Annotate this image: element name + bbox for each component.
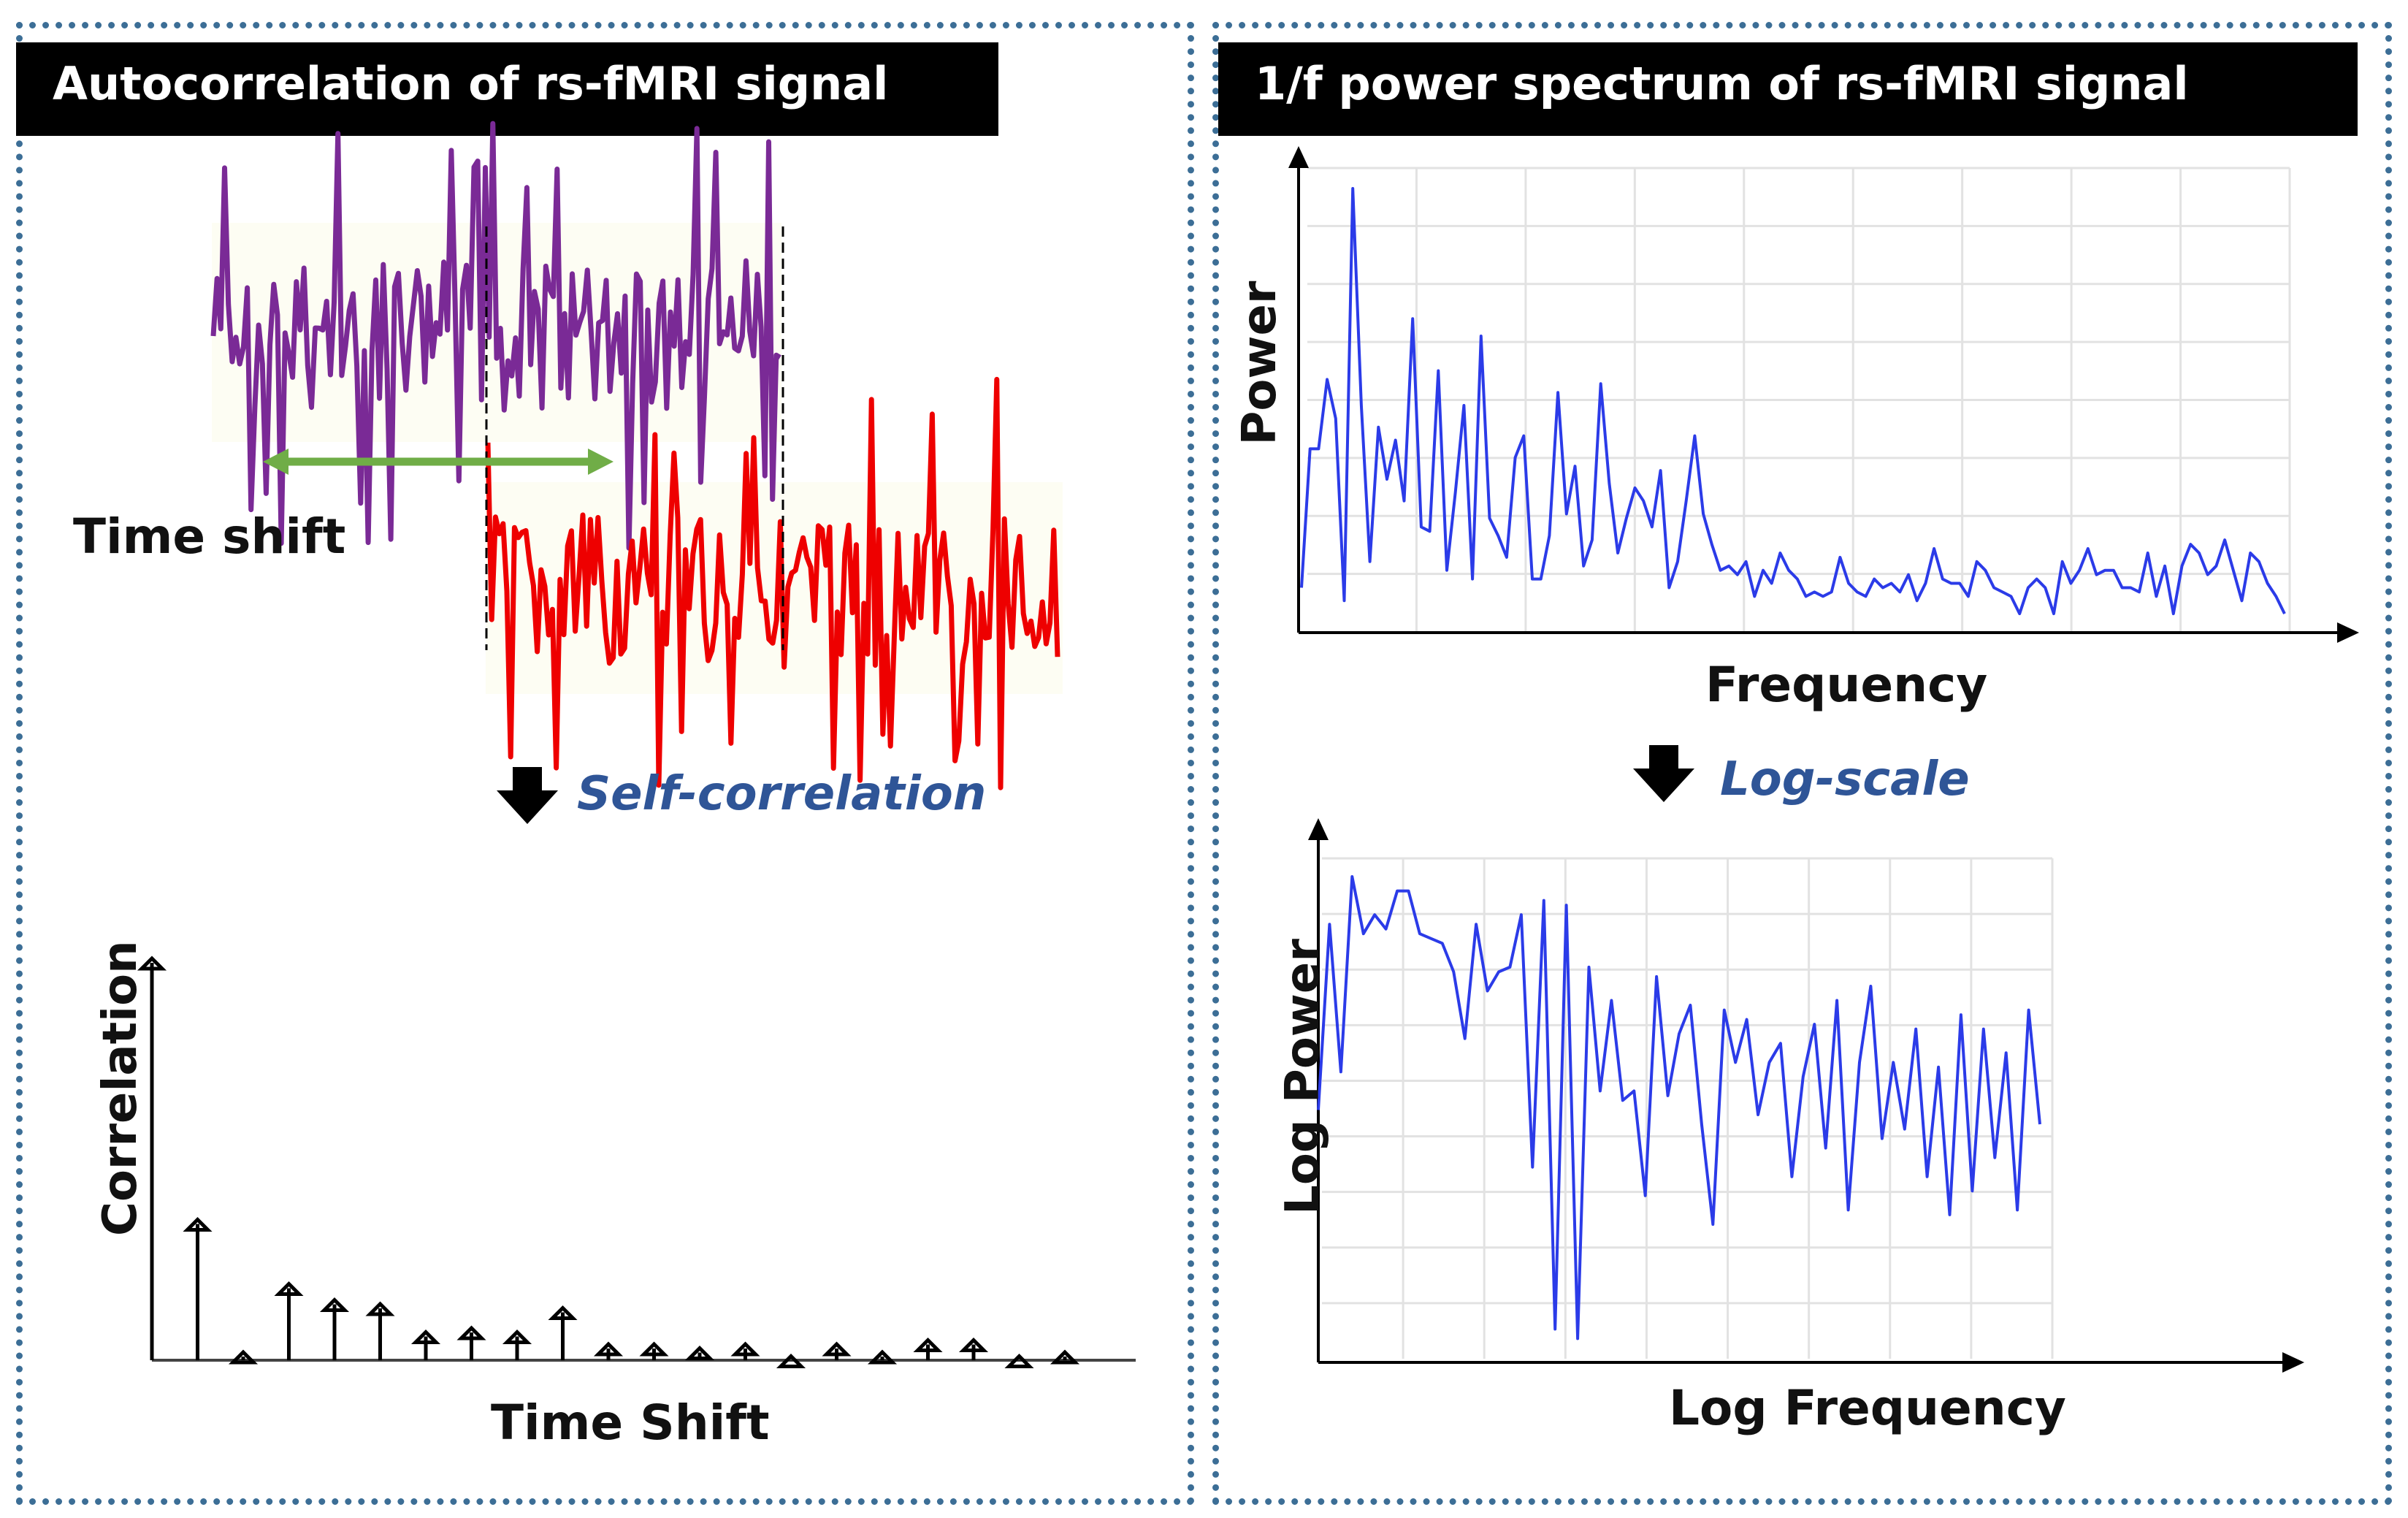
correlation-stem-head	[183, 1216, 213, 1232]
time-shift-arrow-left-head	[263, 449, 288, 475]
power-spectrum-title: 1/f power spectrum of rs-fMRI signal	[1218, 42, 2358, 136]
log-scale-note: Log-scale	[1720, 752, 1970, 806]
correlation-stem-head	[456, 1325, 486, 1340]
correlation-stem-head	[228, 1349, 259, 1365]
correlation-stem-head	[548, 1305, 578, 1320]
correlation-stem-head	[913, 1337, 943, 1352]
log-power-chart-x-axis-arrowhead	[2282, 1352, 2304, 1373]
original-signal-trace	[210, 121, 781, 551]
correlation-stem-head	[274, 1281, 304, 1296]
self-correlation-note: Self-correlation	[577, 767, 987, 821]
power-spectrum-line	[1300, 187, 2286, 616]
correlation-axis-label: Correlation	[93, 940, 148, 1236]
correlation-stem-head	[137, 956, 167, 971]
correlation-stem-head	[365, 1301, 395, 1316]
time-shift-label: Time shift	[73, 508, 346, 565]
power-chart-y-axis-arrowhead	[1288, 146, 1309, 168]
frequency-axis-label: Frequency	[1705, 657, 1988, 713]
autocorrelation-panel	[16, 22, 1194, 1505]
power-axis-label: Power	[1233, 281, 1287, 446]
correlation-stem-head	[639, 1341, 669, 1357]
correlation-stem-head	[502, 1329, 532, 1344]
correlation-stem-head	[684, 1345, 715, 1360]
shifted-signal-trace	[485, 376, 1060, 790]
time-shift-axis-label: Time Shift	[491, 1395, 770, 1451]
log-frequency-axis-label: Log Frequency	[1669, 1380, 2066, 1436]
log-scale-down-arrow	[1633, 745, 1694, 802]
log-power-chart-y-axis-arrowhead	[1308, 818, 1329, 840]
correlation-stem-head	[319, 1297, 350, 1312]
correlation-stem-head	[958, 1337, 989, 1352]
correlation-stem-head	[1004, 1353, 1034, 1368]
correlation-stem-head	[410, 1329, 441, 1344]
power-chart-x-axis-arrowhead	[2337, 622, 2359, 643]
time-shift-arrow-right-head	[588, 449, 614, 475]
correlation-stem-head	[822, 1341, 852, 1357]
power-spectrum-panel	[1212, 22, 2392, 1505]
log-power-spectrum-line	[1317, 875, 2041, 1340]
correlation-stem-head	[730, 1341, 760, 1357]
correlation-stem-head	[593, 1341, 624, 1357]
self-correlation-down-arrow	[497, 767, 558, 824]
autocorrelation-title: Autocorrelation of rs-fMRI signal	[16, 42, 998, 136]
log-power-axis-label: Log Power	[1276, 939, 1330, 1215]
correlation-stem-head	[776, 1353, 806, 1368]
correlation-stem-head	[1050, 1349, 1080, 1365]
correlation-stem-head	[867, 1349, 898, 1365]
